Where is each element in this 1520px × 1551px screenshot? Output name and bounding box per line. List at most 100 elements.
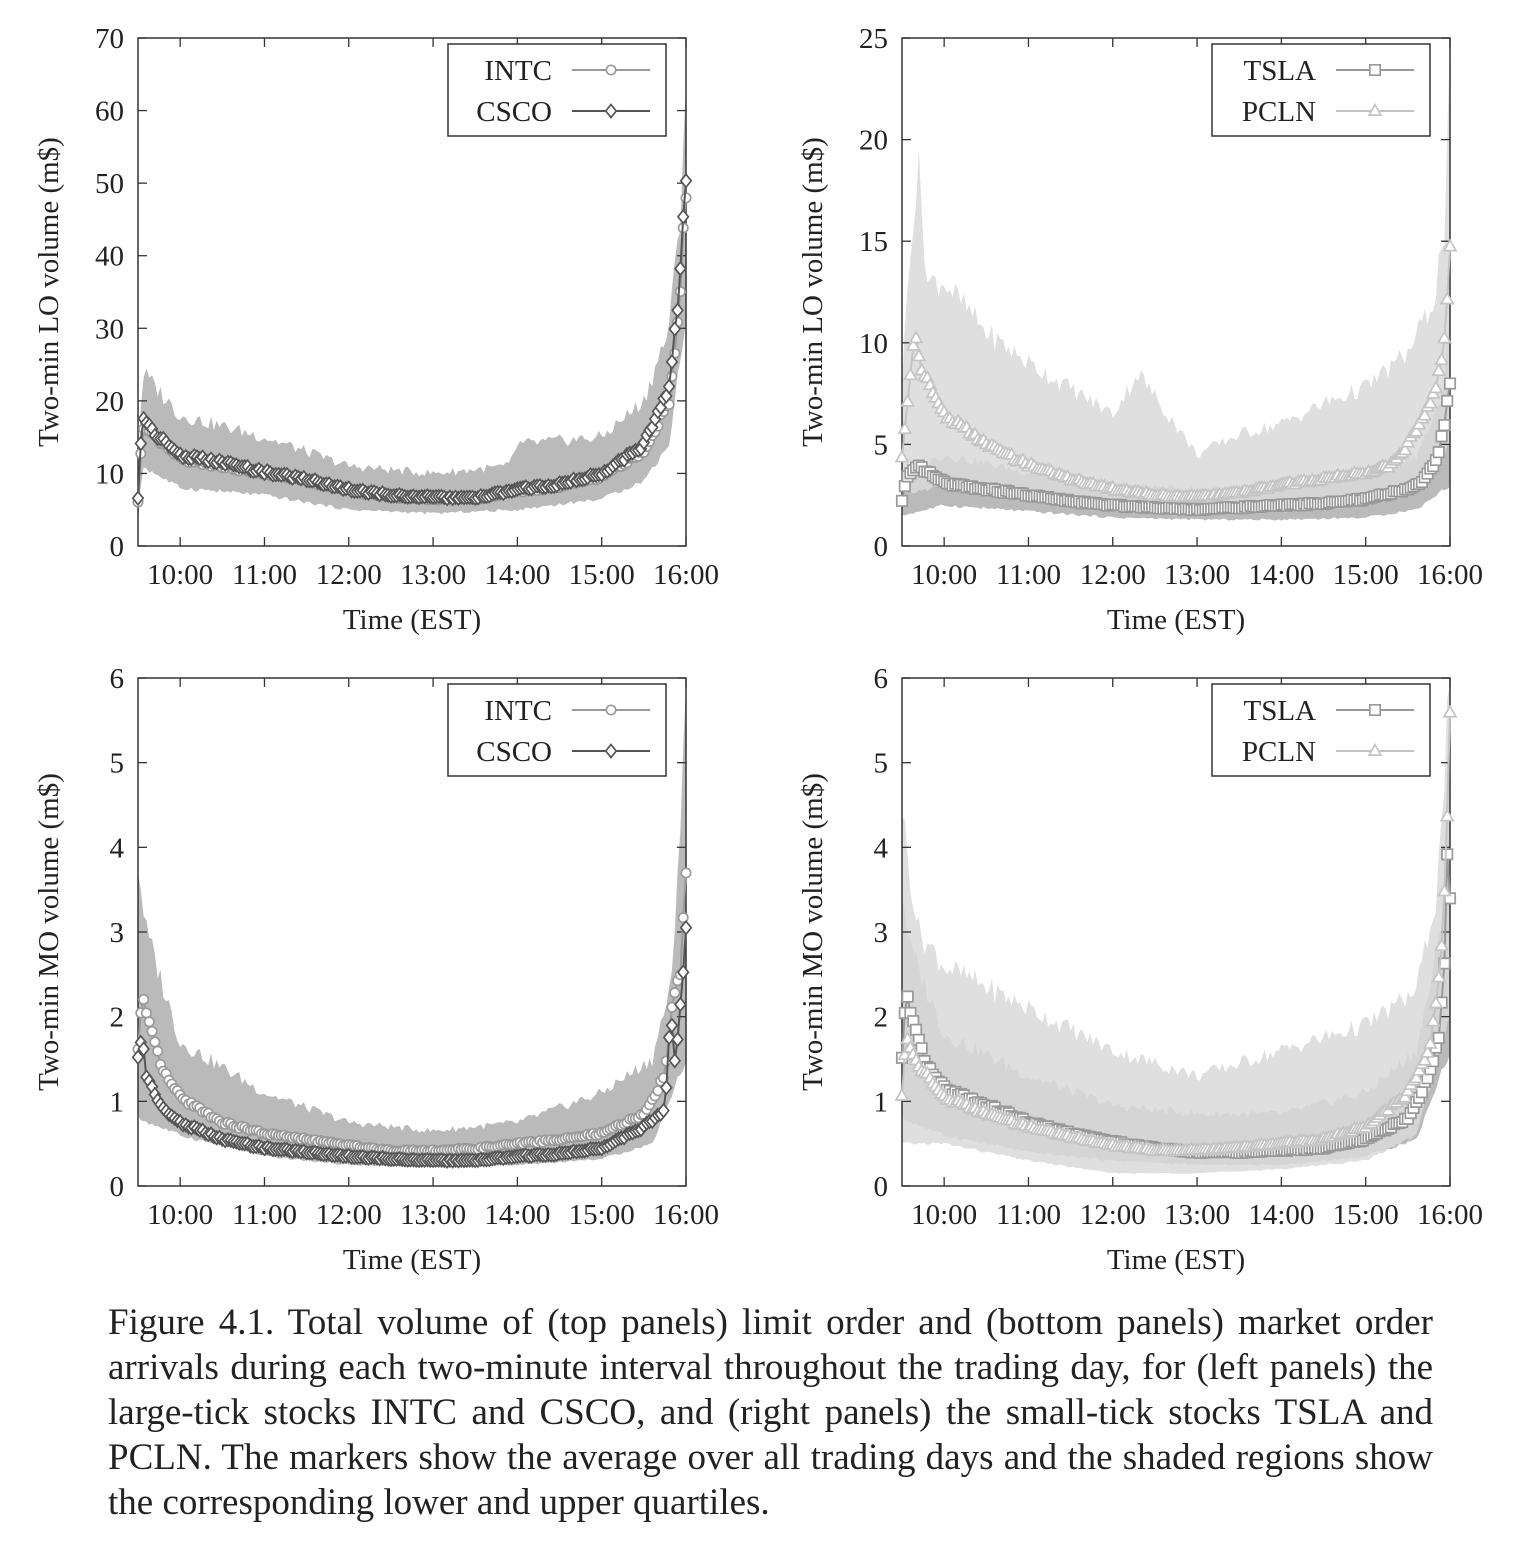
- y-axis-label: Two-min LO volume (m$): [797, 137, 829, 447]
- y-tick-label: 20: [95, 386, 124, 418]
- data-point-pcln: [1411, 416, 1427, 430]
- data-point-csco: [131, 490, 145, 507]
- data-point-pcln: [1434, 937, 1450, 951]
- data-point-csco: [671, 302, 684, 319]
- data-point-tsla: [1438, 419, 1451, 432]
- x-axis-label: Time (EST): [1107, 1244, 1245, 1276]
- data-point-csco: [660, 1079, 673, 1096]
- data-point-intc: [143, 1016, 155, 1028]
- x-tick-label: 15:00: [1333, 1199, 1399, 1231]
- y-tick-label: 5: [110, 748, 125, 780]
- y-tick-label: 15: [859, 226, 888, 258]
- data-point-csco: [134, 435, 148, 452]
- data-point-csco: [668, 1052, 682, 1069]
- y-tick-label: 3: [110, 917, 125, 949]
- data-point-csco: [674, 996, 687, 1013]
- data-point-pcln: [1431, 969, 1447, 983]
- data-point-pcln: [902, 367, 918, 381]
- x-tick-label: 16:00: [653, 559, 719, 591]
- legend-marker-csco: [604, 103, 618, 119]
- x-tick-label: 13:00: [1164, 1199, 1230, 1231]
- x-tick-label: 14:00: [484, 1199, 550, 1231]
- x-tick-label: 16:00: [1417, 1199, 1483, 1231]
- y-tick-label: 5: [874, 429, 889, 461]
- y-tick-label: 4: [110, 832, 125, 864]
- x-tick-label: 13:00: [400, 559, 466, 591]
- quartile-band-intc: [138, 82, 686, 524]
- legend-label-pcln: PCLN: [1242, 96, 1316, 128]
- x-tick-label: 13:00: [1164, 559, 1230, 591]
- data-point-tsla: [1415, 1086, 1428, 1099]
- data-point-pcln: [1400, 1083, 1416, 1097]
- data-point-pcln: [1442, 238, 1458, 252]
- quartile-band-pcln: [902, 684, 1450, 1174]
- data-point-pcln: [894, 1087, 910, 1101]
- data-point-pcln: [1411, 1062, 1427, 1076]
- y-tick-label: 6: [874, 663, 889, 695]
- data-point-tsla: [1441, 848, 1454, 861]
- data-point-csco: [137, 1041, 150, 1057]
- x-tick-label: 12:00: [316, 559, 382, 591]
- x-tick-label: 14:00: [484, 559, 550, 591]
- x-tick-label: 10:00: [147, 1199, 213, 1231]
- legend-marker-intc: [605, 64, 617, 76]
- x-tick-label: 15:00: [569, 1199, 635, 1231]
- data-point-pcln: [1417, 407, 1433, 421]
- data-point-csco: [660, 388, 673, 404]
- legend-marker-intc: [605, 704, 617, 716]
- data-point-tsla: [1432, 446, 1445, 459]
- y-tick-label: 30: [95, 313, 124, 345]
- plot-frame: [137, 37, 687, 547]
- y-tick-label: 10: [95, 458, 124, 490]
- data-point-pcln: [1408, 1070, 1424, 1084]
- y-tick-label: 70: [95, 23, 124, 55]
- data-point-tsla: [895, 494, 909, 507]
- data-point-pcln: [1439, 291, 1455, 305]
- data-point-pcln: [900, 393, 916, 407]
- legend-marker-tsla: [1368, 63, 1382, 77]
- y-tick-label: 0: [110, 531, 125, 563]
- data-point-csco: [679, 919, 693, 936]
- y-tick-label: 60: [95, 96, 124, 128]
- data-point-tsla: [901, 990, 914, 1003]
- y-tick-label: 25: [859, 23, 888, 55]
- legend-marker-pcln: [1367, 743, 1383, 757]
- data-point-pcln: [1434, 352, 1450, 366]
- y-tick-label: 40: [95, 241, 124, 273]
- legend-marker-tsla: [1368, 703, 1382, 717]
- y-tick-label: 6: [110, 663, 125, 695]
- data-point-intc: [680, 867, 692, 879]
- data-point-pcln: [905, 337, 921, 351]
- data-point-pcln: [1428, 995, 1444, 1009]
- x-tick-label: 12:00: [1080, 1199, 1146, 1231]
- data-point-pcln: [1428, 380, 1444, 394]
- legend-marker-csco: [604, 743, 618, 759]
- y-tick-label: 0: [874, 531, 889, 563]
- data-point-csco: [662, 1029, 676, 1046]
- x-tick-label: 16:00: [653, 1199, 719, 1231]
- data-point-pcln: [908, 330, 924, 344]
- legend-label-pcln: PCLN: [1242, 736, 1316, 768]
- data-point-pcln: [897, 421, 913, 435]
- x-tick-label: 14:00: [1248, 1199, 1314, 1231]
- data-point-pcln: [1436, 883, 1452, 897]
- legend-label-tsla: TSLA: [1244, 695, 1317, 727]
- figure-caption: Figure 4.1. Total volume of (top panels)…: [108, 1302, 1433, 1523]
- legend-box: [447, 43, 667, 137]
- y-tick-label: 10: [859, 328, 888, 360]
- data-point-csco: [131, 1049, 145, 1066]
- data-point-intc: [146, 1025, 158, 1037]
- x-tick-label: 11:00: [996, 1199, 1061, 1231]
- data-point-tsla: [1432, 1031, 1445, 1044]
- y-axis-label: Two-min LO volume (m$): [33, 137, 65, 447]
- data-point-pcln: [1420, 1044, 1435, 1058]
- x-tick-label: 11:00: [232, 1199, 297, 1231]
- y-tick-label: 2: [874, 1002, 889, 1034]
- x-tick-label: 12:00: [316, 1199, 382, 1231]
- data-point-pcln: [894, 449, 910, 463]
- x-tick-label: 12:00: [1080, 559, 1146, 591]
- y-tick-label: 50: [95, 168, 124, 200]
- x-axis-label: Time (EST): [343, 1244, 481, 1276]
- data-point-intc: [152, 1045, 164, 1057]
- legend-label-intc: INTC: [484, 55, 552, 87]
